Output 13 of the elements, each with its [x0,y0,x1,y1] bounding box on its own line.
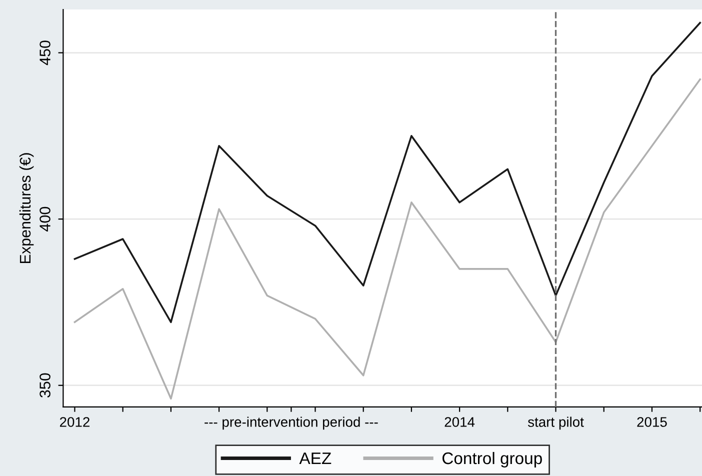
legend-label: Control group [442,452,542,468]
line-series [74,78,701,400]
y-tick-label: 400 [40,206,50,232]
x-tick-label: --- pre-intervention period --- [204,416,378,430]
x-tick-label: 2012 [60,417,90,427]
x-tick-label: 2015 [637,417,667,427]
legend-label: AEZ [299,452,332,464]
y-tick-label: 350 [40,373,50,398]
x-tick-label: start pilot [528,416,584,430]
line-series [74,22,701,324]
x-tick-label: 2014 [444,417,475,427]
y-tick-label: 450 [40,40,50,66]
y-axis-title: Expenditures (€) [19,153,34,264]
